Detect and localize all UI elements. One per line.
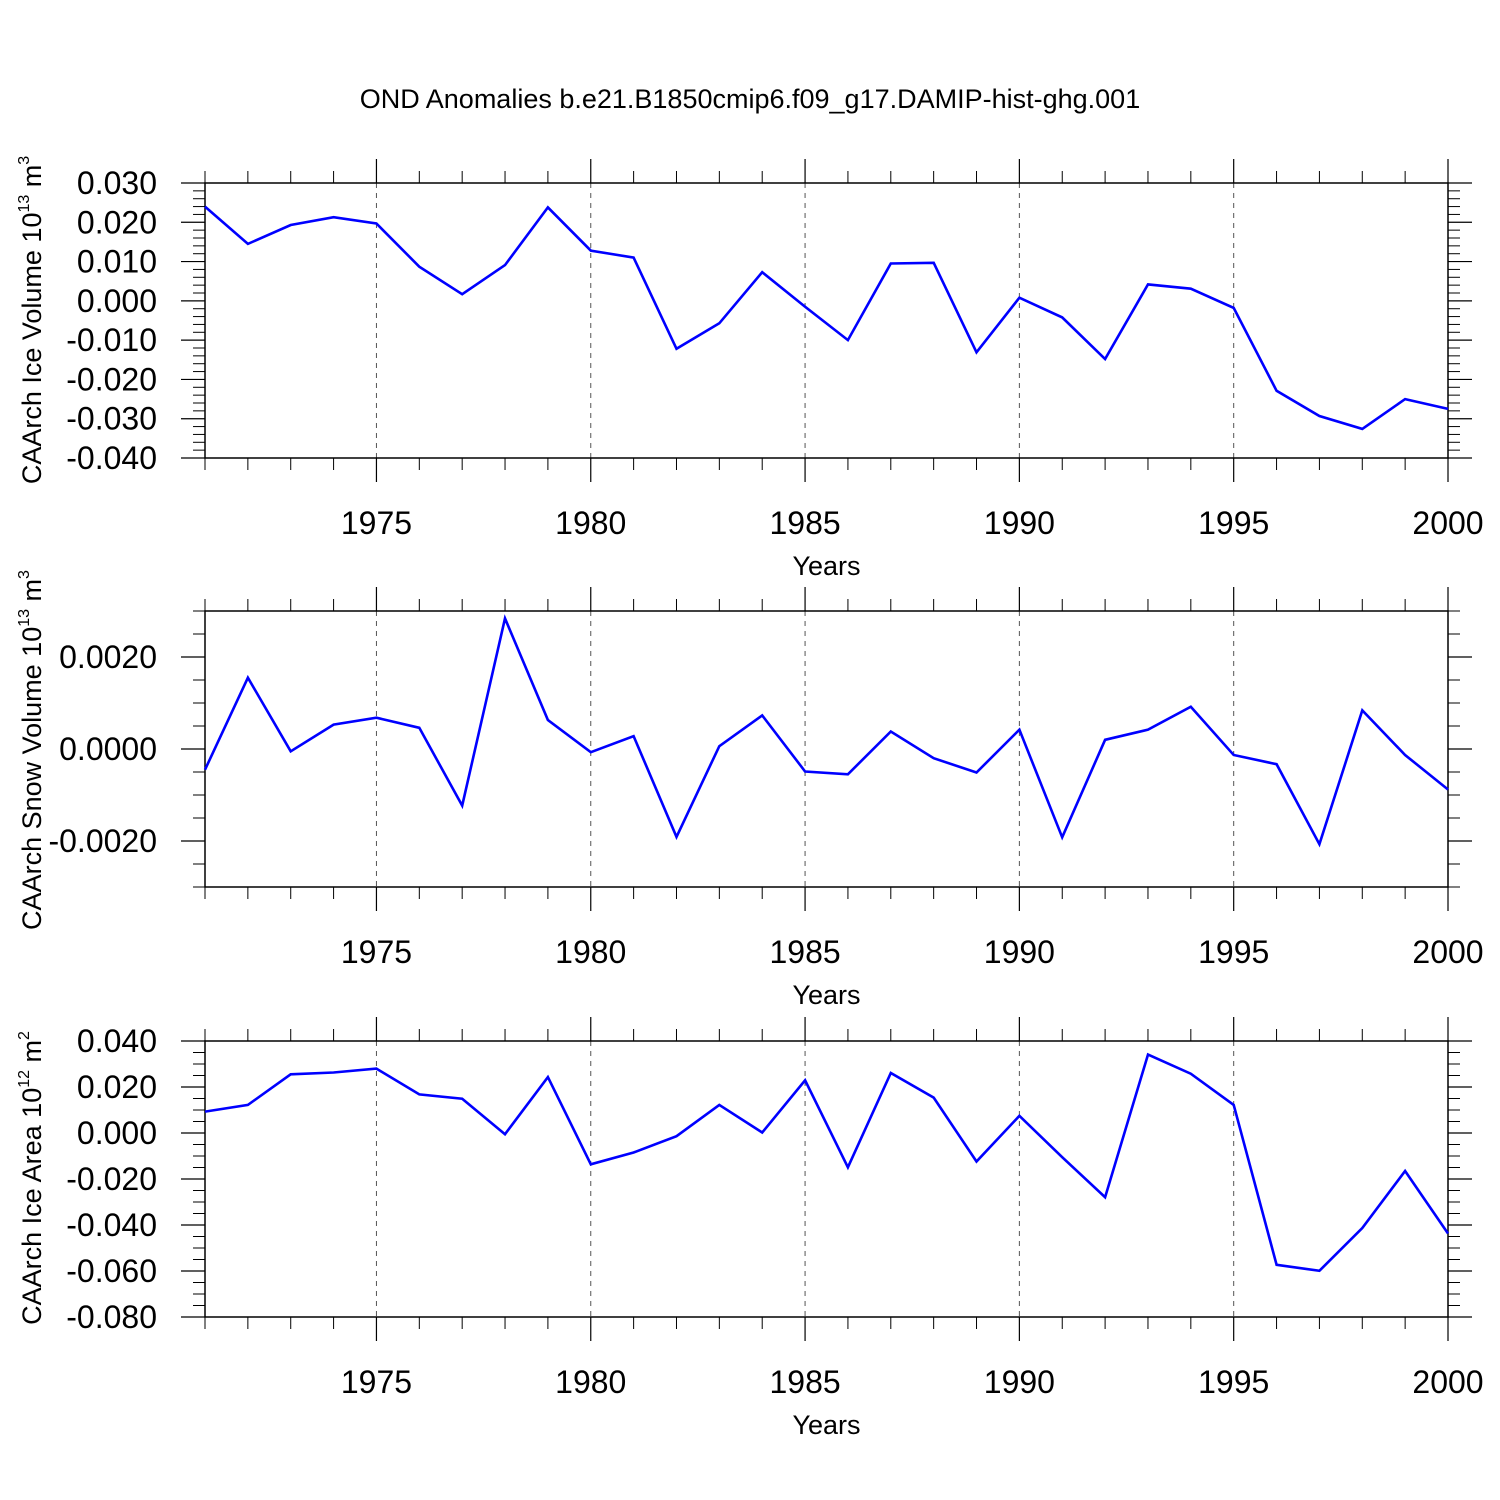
ice-volume-y-tick-label: -0.010 — [66, 322, 157, 358]
ice-area-y-tick-label: 0.040 — [77, 1023, 157, 1059]
ice-area-x-tick-label: 1975 — [341, 1364, 412, 1400]
ice-volume-y-tick-label: 0.020 — [77, 204, 157, 240]
snow-volume-x-tick-label: 1990 — [984, 934, 1055, 970]
snow-volume-x-tick-label: 1985 — [769, 934, 840, 970]
snow-volume-x-tick-label: 1995 — [1198, 934, 1269, 970]
snow-volume-x-axis-title: Years — [792, 980, 860, 1010]
ice-volume-y-tick-label: -0.020 — [66, 361, 157, 397]
ice-area-y-tick-label: -0.040 — [66, 1207, 157, 1243]
ice-area-panel: 0.040 0.020 0.000 -0.020 -0.040 -0.060 -0.080 1… — [16, 1017, 1484, 1440]
chart-title: OND Anomalies b.e21.B1850cmip6.f09_g17.D… — [359, 84, 1141, 114]
ice-volume-x-tick-label: 2000 — [1412, 505, 1483, 541]
ice-volume-x-tick-label: 1980 — [555, 505, 626, 541]
ice-area-x-tick-label: 2000 — [1412, 1364, 1483, 1400]
ice-area-y-tick-label: -0.080 — [66, 1299, 157, 1335]
ice-volume-y-tick-label: 0.030 — [77, 165, 157, 201]
snow-volume-y-tick-label: 0.0000 — [59, 731, 157, 767]
ice-area-x-tick-label: 1980 — [555, 1364, 626, 1400]
ice-volume-y-tick-label: 0.000 — [77, 283, 157, 319]
ice-volume-plot-frame — [204, 182, 1449, 459]
ice-volume-series-line — [204, 205, 1449, 431]
snow-volume-panel: 0.0020 0.0000 -0.0020 1975 1980 1985 1990 1995 2… — [16, 570, 1484, 1010]
snow-volume-y-tick-label: 0.0020 — [59, 639, 157, 675]
ice-volume-x-tick-label: 1985 — [769, 505, 840, 541]
ice-area-y-tick-label: 0.000 — [77, 1115, 157, 1151]
ice-area-x-tick-label: 1985 — [769, 1364, 840, 1400]
ice-area-x-tick-label: 1995 — [1198, 1364, 1269, 1400]
ice-area-plot-frame — [204, 1040, 1449, 1318]
snow-volume-x-tick-label: 2000 — [1412, 934, 1483, 970]
ice-volume-x-tick-label: 1995 — [1198, 505, 1269, 541]
snow-volume-y-tick-label: -0.0020 — [48, 823, 157, 859]
snow-volume-plot-frame — [204, 610, 1449, 888]
ice-volume-y-tick-label: -0.040 — [66, 440, 157, 476]
ice-volume-y-axis-title: CAArch Ice Volume 1013 m3 — [16, 156, 47, 484]
ice-area-y-axis-title: CAArch Ice Area 1012 m2 — [16, 1031, 47, 1325]
ice-area-y-tick-label: -0.060 — [66, 1253, 157, 1289]
ice-area-y-tick-label: 0.020 — [77, 1069, 157, 1105]
snow-volume-x-tick-label: 1980 — [555, 934, 626, 970]
ice-area-x-tick-label: 1990 — [984, 1364, 1055, 1400]
ice-area-series-line — [204, 1052, 1450, 1273]
snow-volume-y-axis-title: CAArch Snow Volume 1013 m3 — [16, 570, 47, 930]
snow-volume-series-line — [203, 614, 1449, 848]
ice-volume-y-tick-label: 0.010 — [77, 244, 157, 280]
ice-volume-x-tick-label: 1975 — [341, 505, 412, 541]
ice-area-y-tick-label: -0.020 — [66, 1161, 157, 1197]
ice-volume-y-tick-label: -0.030 — [66, 401, 157, 437]
ice-volume-x-axis-title: Years — [792, 551, 860, 581]
ice-volume-x-tick-label: 1990 — [984, 505, 1055, 541]
snow-volume-x-tick-label: 1975 — [341, 934, 412, 970]
ice-area-x-axis-title: Years — [792, 1410, 860, 1440]
